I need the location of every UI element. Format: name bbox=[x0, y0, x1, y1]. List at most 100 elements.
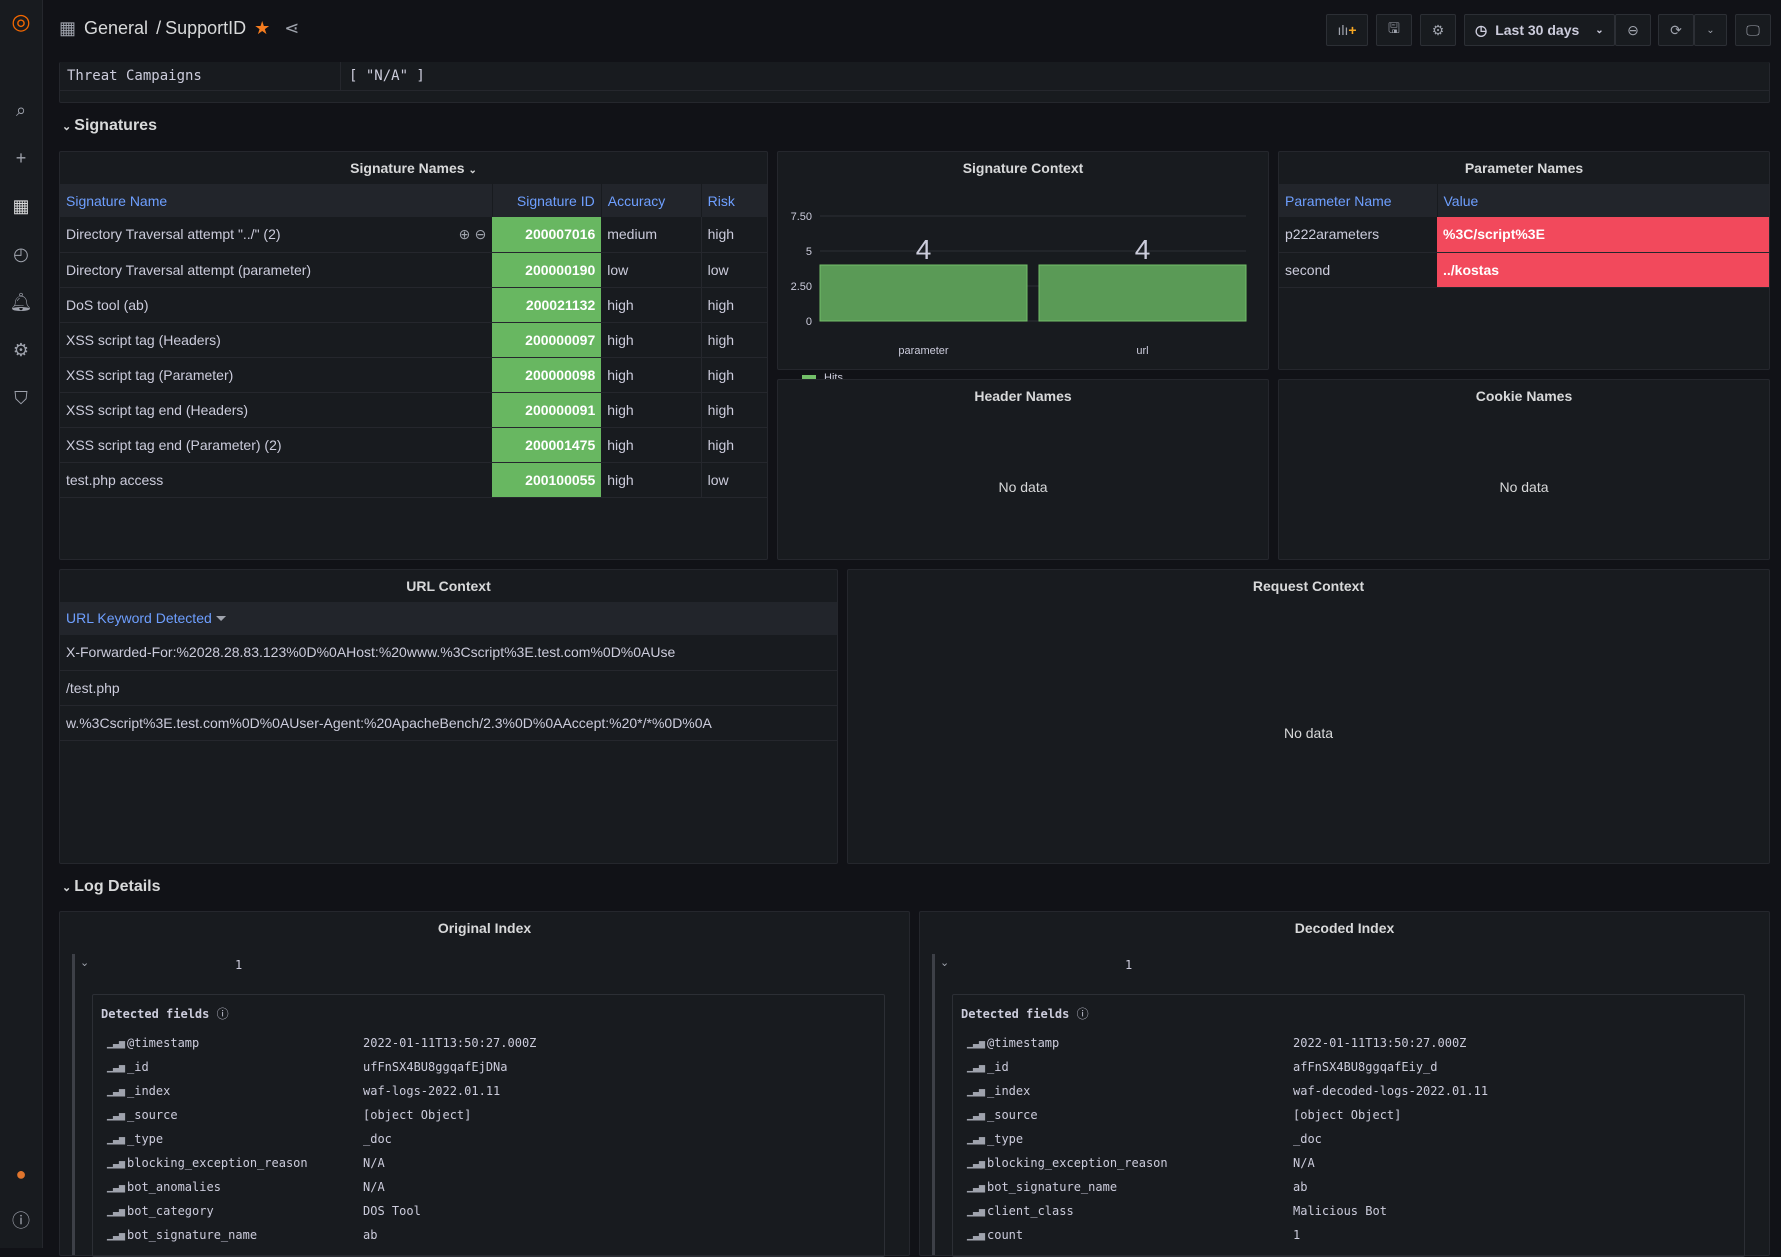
table-row[interactable]: XSS script tag (Headers) 200000097 high hig… bbox=[60, 322, 767, 358]
signatures-row-toggle[interactable]: ⌄ Signatures bbox=[62, 117, 157, 135]
shield-icon[interactable]: ⛉ bbox=[14, 387, 28, 408]
chevron-down-icon[interactable]: ⌄ bbox=[940, 957, 950, 969]
detected-field-row[interactable]: ▁▃▅ bot_signature_name ab bbox=[93, 1223, 884, 1247]
add-panel-button[interactable]: ılı+ bbox=[1326, 14, 1368, 46]
table-row[interactable]: Directory Traversal attempt (parameter) 2… bbox=[60, 252, 767, 288]
cell-text: high bbox=[607, 401, 634, 418]
stats-bar-icon[interactable]: ▁▃▅ bbox=[967, 1109, 986, 1121]
cell-text: 200000098 bbox=[525, 366, 596, 383]
detected-field-row[interactable]: ▁▃▅ bot_anomalies N/A bbox=[93, 1175, 884, 1199]
detected-field-row[interactable]: ▁▃▅ _type _doc bbox=[93, 1127, 884, 1151]
star-icon[interactable]: ★ bbox=[254, 18, 271, 38]
stats-bar-icon[interactable]: ▁▃▅ bbox=[107, 1061, 126, 1073]
filter-zoom-out-icon[interactable]: ⊖ bbox=[474, 226, 487, 243]
detected-field-row[interactable]: ▁▃▅ blocking_exception_reason N/A bbox=[93, 1151, 884, 1175]
detected-field-row[interactable]: ▁▃▅ _id afFnSX4BU8ggqafEiy_d bbox=[953, 1055, 1744, 1079]
plus-icon[interactable]: + bbox=[15, 147, 27, 168]
settings-button[interactable]: ⚙ bbox=[1420, 14, 1456, 46]
risk-cell: low bbox=[700, 252, 767, 288]
table-row[interactable]: Directory Traversal attempt "../" (2) ⊕ ⊖ 2… bbox=[60, 217, 767, 253]
help-icon[interactable]: ⓘ bbox=[12, 1211, 30, 1231]
column-header-url-keyword[interactable]: URL Keyword Detected ⏷ bbox=[60, 602, 837, 635]
detected-field-row[interactable]: ▁▃▅ _type _doc bbox=[953, 1127, 1744, 1151]
avatar[interactable]: ● bbox=[15, 1163, 27, 1184]
monitor-icon: 🖵︎ bbox=[1746, 21, 1760, 38]
table-row[interactable]: test.php access 200100055 high low bbox=[60, 462, 767, 498]
alerting-bell-icon[interactable]: 🔔︎ bbox=[9, 291, 33, 312]
bar[interactable] bbox=[1038, 264, 1247, 322]
detected-field-row[interactable]: ▁▃▅ @timestamp 2022-01-11T13:50:27.000Z bbox=[93, 1031, 884, 1055]
stats-bar-icon[interactable]: ▁▃▅ bbox=[107, 1229, 126, 1241]
detected-field-row[interactable]: ▁▃▅ _id ufFnSX4BU8ggqafEjDNa bbox=[93, 1055, 884, 1079]
stats-bar-icon[interactable]: ▁▃▅ bbox=[967, 1061, 986, 1073]
detected-field-row[interactable]: ▁▃▅ count 1 bbox=[953, 1223, 1744, 1247]
refresh-button[interactable]: ⟳ bbox=[1658, 14, 1694, 46]
dashboards-icon[interactable]: ▦ bbox=[12, 195, 30, 216]
filter-icon[interactable]: ⏷ bbox=[215, 610, 227, 626]
signature-context-panel: Signature Context 0 2.50 5 7.50 4 parameter 4 u… bbox=[777, 151, 1269, 384]
column-header[interactable]: Risk bbox=[700, 184, 767, 217]
detected-field-row[interactable]: ▁▃▅ bot_category DOS Tool bbox=[93, 1199, 884, 1223]
info-icon[interactable]: ⓘ bbox=[216, 1007, 229, 1021]
table-row[interactable]: XSS script tag (Parameter) 200000098 high h… bbox=[60, 357, 767, 393]
filter-zoom-in-icon[interactable]: ⊕ bbox=[458, 226, 471, 243]
table-row[interactable]: second ../kostas bbox=[1279, 252, 1769, 288]
stats-bar-icon[interactable]: ▁▃▅ bbox=[107, 1133, 126, 1145]
chevron-down-icon[interactable]: ⌄ bbox=[80, 957, 90, 969]
stats-bar-icon[interactable]: ▁▃▅ bbox=[967, 1157, 986, 1169]
dashboard-title[interactable]: SupportID bbox=[165, 18, 247, 38]
refresh-interval-dropdown[interactable]: ⌄ bbox=[1694, 14, 1727, 46]
column-header[interactable]: Signature Name bbox=[60, 184, 493, 217]
table-row[interactable]: XSS script tag end (Headers) 200000091 hig… bbox=[60, 392, 767, 428]
info-icon[interactable]: ⓘ bbox=[1076, 1007, 1089, 1021]
table-row[interactable]: /test.php bbox=[60, 670, 837, 706]
column-header[interactable]: Signature ID bbox=[491, 184, 602, 217]
stats-bar-icon[interactable]: ▁▃▅ bbox=[967, 1181, 986, 1193]
search-icon[interactable]: ⌕ bbox=[15, 99, 27, 120]
gear-icon[interactable]: ⚙ bbox=[12, 339, 30, 360]
cell-text: high bbox=[607, 471, 634, 488]
column-header[interactable]: Parameter Name bbox=[1279, 184, 1437, 217]
detected-field-row[interactable]: ▁▃▅ _source [object Object] bbox=[93, 1103, 884, 1127]
table-row[interactable]: X-Forwarded-For:%2028.28.83.123%0D%0AHos… bbox=[60, 635, 837, 671]
table-row[interactable]: w.%3Cscript%3E.test.com%0D%0AUser-Agent:… bbox=[60, 705, 837, 741]
detected-field-row[interactable]: ▁▃▅ blocking_exception_reason N/A bbox=[953, 1151, 1744, 1175]
stats-bar-icon[interactable]: ▁▃▅ bbox=[967, 1229, 986, 1241]
table-row[interactable]: p222arameters %3C/script%3E bbox=[1279, 217, 1769, 253]
stats-bar-icon[interactable]: ▁▃▅ bbox=[107, 1037, 126, 1049]
no-data-text: No data bbox=[1283, 725, 1334, 741]
stats-bar-icon[interactable]: ▁▃▅ bbox=[107, 1085, 126, 1097]
detected-field-row[interactable]: ▁▃▅ @timestamp 2022-01-11T13:50:27.000Z bbox=[953, 1031, 1744, 1055]
save-button[interactable]: 🖫︎ bbox=[1376, 14, 1412, 46]
stats-bar-icon[interactable]: ▁▃▅ bbox=[967, 1085, 986, 1097]
grafana-logo-icon[interactable]: ◎ bbox=[11, 9, 31, 34]
detected-field-row[interactable]: ▁▃▅ _index waf-decoded-logs-2022.01.11 bbox=[953, 1079, 1744, 1103]
breadcrumb-folder[interactable]: General bbox=[84, 18, 149, 38]
column-header[interactable]: Accuracy bbox=[600, 184, 702, 217]
stats-bar-icon[interactable]: ▁▃▅ bbox=[107, 1205, 126, 1217]
stats-bar-icon[interactable]: ▁▃▅ bbox=[107, 1181, 126, 1193]
stats-bar-icon[interactable]: ▁▃▅ bbox=[967, 1133, 986, 1145]
stats-bar-icon[interactable]: ▁▃▅ bbox=[967, 1205, 986, 1217]
cell-text: XSS script tag (Headers) bbox=[66, 331, 221, 348]
bar[interactable] bbox=[819, 264, 1028, 322]
time-range-picker[interactable]: ◷ Last 30 days ⌄ bbox=[1464, 14, 1615, 46]
sidebar: ◎ ⌕ + ▦ ◴ 🔔︎ ⚙ ⛉ ● ⓘ bbox=[0, 0, 43, 1248]
detected-field-row[interactable]: ▁▃▅ client_class Malicious Bot bbox=[953, 1199, 1744, 1223]
log-details-row-toggle[interactable]: ⌄ Log Details bbox=[62, 878, 161, 896]
detected-field-row[interactable]: ▁▃▅ bot_signature_name ab bbox=[953, 1175, 1744, 1199]
detected-field-row[interactable]: ▁▃▅ _source [object Object] bbox=[953, 1103, 1744, 1127]
explore-compass-icon[interactable]: ◴ bbox=[13, 243, 29, 264]
zoom-out-button[interactable]: ⊖ bbox=[1615, 14, 1651, 46]
share-icon[interactable]: ⋖ bbox=[284, 18, 300, 38]
panel-title[interactable]: Signature Names ⌄ bbox=[60, 152, 767, 184]
table-row[interactable]: XSS script tag end (Parameter) (2) 200001… bbox=[60, 427, 767, 463]
y-tick-label: 5 bbox=[806, 246, 812, 258]
stats-bar-icon[interactable]: ▁▃▅ bbox=[107, 1157, 126, 1169]
column-header[interactable]: Value bbox=[1436, 184, 1769, 217]
stats-bar-icon[interactable]: ▁▃▅ bbox=[967, 1037, 986, 1049]
detected-field-row[interactable]: ▁▃▅ _index waf-logs-2022.01.11 bbox=[93, 1079, 884, 1103]
tv-mode-button[interactable]: 🖵︎ bbox=[1735, 14, 1771, 46]
table-row[interactable]: DoS tool (ab) 200021132 high high bbox=[60, 287, 767, 323]
stats-bar-icon[interactable]: ▁▃▅ bbox=[107, 1109, 126, 1121]
